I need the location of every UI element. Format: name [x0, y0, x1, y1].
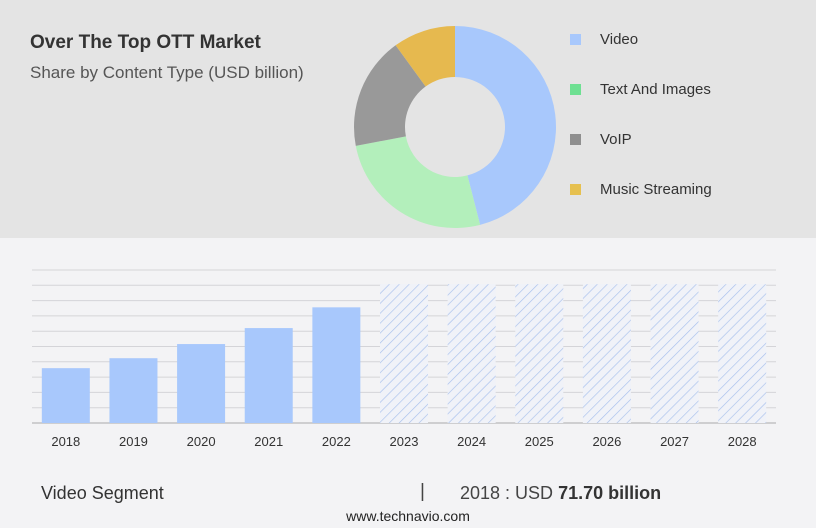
value-amount: 71.70 billion	[558, 483, 662, 503]
chart-title: Over The Top OTT Market	[30, 32, 261, 53]
x-tick-label: 2019	[119, 434, 148, 449]
legend: Video Text And Images VoIP Music Streami…	[570, 14, 712, 214]
source-link[interactable]: www.technavio.com	[346, 508, 470, 524]
x-tick-label: 2023	[390, 434, 419, 449]
x-tick-label: 2025	[525, 434, 554, 449]
bar-2018	[41, 368, 90, 423]
legend-item-text-and-images: Text And Images	[570, 64, 712, 114]
x-tick-label: 2026	[592, 434, 621, 449]
donut-slice-video	[455, 26, 556, 225]
bar-2020	[177, 344, 226, 423]
bar-2019	[109, 358, 158, 423]
x-tick-label: 2028	[728, 434, 757, 449]
legend-swatch	[570, 83, 581, 95]
legend-item-video: Video	[570, 14, 712, 64]
legend-item-voip: VoIP	[570, 114, 712, 164]
legend-label: Music Streaming	[600, 180, 712, 198]
bar-2027	[650, 284, 699, 423]
legend-swatch	[570, 183, 581, 195]
bar-2022	[312, 307, 361, 423]
legend-label: Text And Images	[600, 80, 711, 98]
x-tick-label: 2022	[322, 434, 351, 449]
x-tick-label: 2021	[254, 434, 283, 449]
bar-2028	[718, 284, 767, 423]
x-tick-label: 2018	[51, 434, 80, 449]
x-tick-label: 2020	[187, 434, 216, 449]
legend-swatch	[570, 33, 581, 45]
footer-separator: |	[420, 481, 425, 502]
legend-label: VoIP	[600, 130, 632, 148]
legend-item-music-streaming: Music Streaming	[570, 164, 712, 214]
x-tick-label: 2027	[660, 434, 689, 449]
donut-slice-music-streaming	[395, 26, 455, 87]
legend-swatch	[570, 133, 581, 145]
legend-label: Video	[600, 30, 639, 48]
year-label: 2018 : USD	[460, 483, 554, 503]
x-tick-label: 2024	[457, 434, 486, 449]
donut-slice-text-and-images	[355, 136, 481, 228]
bar-2026	[582, 284, 631, 423]
donut-slice-voip	[354, 45, 426, 146]
bar-2025	[515, 284, 564, 423]
segment-label: Video Segment	[41, 483, 164, 503]
chart-subtitle: Share by Content Type (USD billion)	[30, 63, 304, 82]
bar-2023	[380, 284, 428, 423]
segment-value: 2018 : USD 71.70 billion	[460, 483, 661, 504]
bar-2024	[447, 284, 496, 423]
bar-2021	[244, 328, 293, 423]
